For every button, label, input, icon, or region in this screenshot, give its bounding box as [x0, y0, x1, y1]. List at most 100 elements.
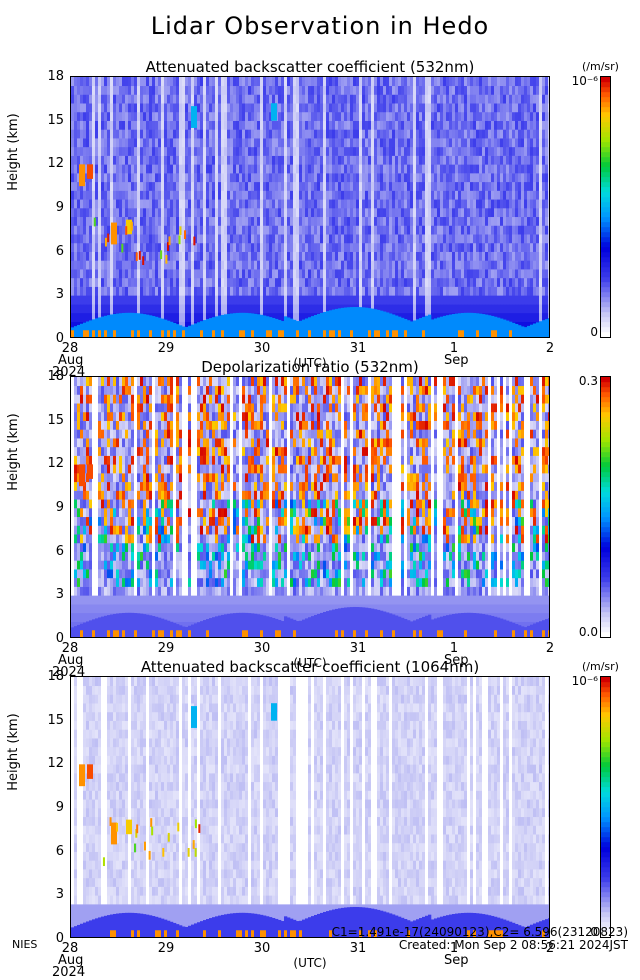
- heatmap-cell: [533, 234, 537, 244]
- heatmap-cell: [245, 295, 249, 305]
- heatmap-cell: [221, 77, 225, 87]
- heatmap-cell: [485, 173, 489, 183]
- heatmap-cell: [152, 129, 156, 139]
- heatmap-cell: [515, 111, 519, 121]
- heatmap-cell: [146, 295, 150, 305]
- heatmap-cell: [182, 77, 186, 87]
- heatmap-cell: [389, 155, 393, 165]
- heatmap-cell: [155, 164, 159, 174]
- heatmap-cell: [212, 286, 216, 296]
- heatmap-cell: [248, 251, 252, 261]
- heatmap-cell: [194, 277, 198, 287]
- boundary-layer: [74, 326, 78, 337]
- heatmap-cell: [377, 173, 381, 183]
- heatmap-cell: [86, 199, 90, 209]
- heatmap-cell: [74, 77, 78, 87]
- heatmap-cell: [518, 181, 522, 191]
- heatmap-cell: [542, 173, 546, 183]
- heatmap-cell: [548, 312, 549, 322]
- heatmap-cell: [359, 85, 363, 95]
- heatmap-cell: [173, 260, 177, 270]
- heatmap-cell: [383, 146, 387, 156]
- heatmap-cell: [80, 103, 84, 113]
- heatmap-cell: [71, 216, 75, 226]
- heatmap-cell: [533, 295, 537, 305]
- heatmap-cell: [197, 190, 201, 200]
- heatmap-cell: [383, 225, 387, 235]
- heatmap-cell: [500, 94, 504, 104]
- heatmap-cell: [350, 103, 354, 113]
- heatmap-cell: [107, 225, 111, 235]
- heatmap-cell: [284, 155, 288, 165]
- heatmap-cell: [356, 138, 360, 148]
- heatmap-cell: [365, 94, 369, 104]
- heatmap-cell: [290, 164, 294, 174]
- boundary-layer: [290, 318, 294, 337]
- heatmap-cell: [311, 234, 315, 244]
- heatmap-cell: [455, 103, 459, 113]
- heatmap-cell: [548, 199, 549, 209]
- heatmap-cell: [188, 146, 192, 156]
- heatmap-cell: [122, 216, 126, 226]
- heatmap-cell: [458, 295, 462, 305]
- heatmap-cell: [224, 199, 228, 209]
- heatmap-cell: [236, 155, 240, 165]
- heatmap-cell: [107, 111, 111, 121]
- heatmap-cell: [413, 111, 417, 121]
- heatmap-cell: [326, 234, 330, 244]
- heatmap-cell: [521, 138, 525, 148]
- heatmap-cell: [284, 120, 288, 130]
- heatmap-cell: [119, 216, 123, 226]
- heatmap-cell: [284, 103, 288, 113]
- heatmap-cell: [353, 146, 357, 156]
- heatmap-cell: [218, 94, 222, 104]
- heatmap-cell: [119, 155, 123, 165]
- heatmap-cell: [260, 277, 264, 287]
- boundary-layer: [254, 313, 258, 337]
- heatmap-cell: [245, 164, 249, 174]
- heatmap-cell: [224, 260, 228, 270]
- heatmap-cell: [122, 208, 126, 218]
- heatmap-cell: [188, 304, 192, 314]
- heatmap-cell: [494, 286, 498, 296]
- heatmap-cell: [365, 199, 369, 209]
- heatmap-cell: [494, 181, 498, 191]
- heatmap-cell: [428, 277, 432, 287]
- heatmap-cell: [197, 103, 201, 113]
- heatmap-cell: [416, 242, 420, 252]
- heatmap-cell: [476, 286, 480, 296]
- heatmap-cell: [485, 242, 489, 252]
- heatmap-cell: [131, 234, 135, 244]
- heatmap-cell: [497, 77, 501, 87]
- heatmap-cell: [536, 103, 540, 113]
- heatmap-cell: [383, 111, 387, 121]
- heatmap-cell: [308, 146, 312, 156]
- boundary-layer: [401, 317, 405, 337]
- heatmap-cell: [200, 111, 204, 121]
- y-axis-label: Height (km): [6, 113, 21, 191]
- heatmap-cell: [464, 190, 468, 200]
- heatmap-cell: [254, 94, 258, 104]
- heatmap-cell: [317, 111, 321, 121]
- heatmap-cell: [482, 260, 486, 270]
- heatmap-cell: [476, 260, 480, 270]
- heatmap-cell: [344, 94, 348, 104]
- heatmap-cell: [503, 120, 507, 130]
- heatmap-cell: [107, 129, 111, 139]
- heatmap-cell: [296, 103, 300, 113]
- heatmap-cell: [158, 120, 162, 130]
- heatmap-cell: [158, 286, 162, 296]
- heatmap-cell: [467, 111, 471, 121]
- heatmap-cell: [437, 242, 441, 252]
- heatmap-cell: [281, 103, 285, 113]
- heatmap-cell: [221, 295, 225, 305]
- heatmap-cell: [71, 155, 75, 165]
- boundary-layer: [215, 316, 219, 337]
- heatmap-cell: [398, 129, 402, 139]
- heatmap-cell: [98, 260, 102, 270]
- heatmap-cell: [476, 138, 480, 148]
- heatmap-cell: [173, 312, 177, 322]
- heatmap-cell: [272, 146, 276, 156]
- heatmap-cell: [320, 234, 324, 244]
- heatmap-cell: [83, 216, 87, 226]
